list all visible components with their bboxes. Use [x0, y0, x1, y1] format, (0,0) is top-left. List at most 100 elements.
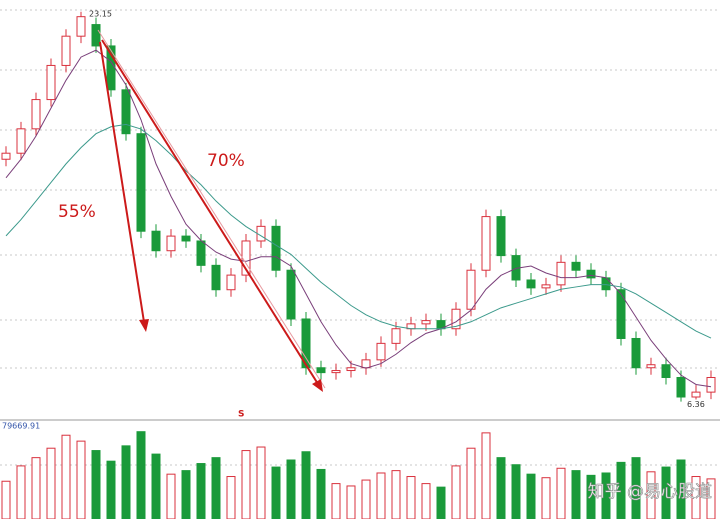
- candle-body: [496, 216, 506, 257]
- volume-bar: [76, 440, 86, 519]
- candle-body: [556, 261, 566, 286]
- candle-body: [286, 269, 296, 320]
- candle-body: [136, 133, 146, 232]
- moving-average: [5, 123, 712, 339]
- candle-body: [391, 328, 401, 344]
- volume-bar: [391, 470, 401, 519]
- candle-body: [676, 376, 686, 398]
- annotation: 70%: [207, 151, 245, 171]
- volume-bar: [571, 470, 581, 519]
- candle-body: [181, 235, 191, 242]
- candle-body: [661, 364, 671, 378]
- volume-bar: [451, 465, 461, 519]
- volume-bar: [286, 459, 296, 519]
- candle-body: [646, 364, 656, 369]
- arrows: [97, 29, 326, 392]
- volume-bar: [691, 476, 701, 519]
- volume-bar: [481, 432, 491, 519]
- volume-bar: [166, 473, 176, 519]
- trend-line: [97, 29, 326, 389]
- volume-bar: [211, 457, 221, 519]
- volume-bar: [406, 476, 416, 519]
- candle-body: [316, 367, 326, 374]
- arrow: [101, 39, 319, 385]
- moving-average: [5, 49, 712, 388]
- candle-body: [376, 342, 386, 361]
- volume-bar: [511, 464, 521, 519]
- volume-bar: [706, 478, 716, 519]
- candle-body: [226, 274, 236, 291]
- candle-body: [211, 264, 221, 291]
- candle-body: [1, 152, 11, 160]
- volume-bar: [361, 479, 371, 519]
- candle-body: [46, 64, 56, 101]
- volume-bar: [46, 447, 56, 519]
- candle-body: [91, 24, 101, 47]
- candle-body: [571, 261, 581, 271]
- volume-bar: [301, 451, 311, 519]
- volume-bar: [421, 483, 431, 519]
- annotation: 55%: [58, 202, 96, 222]
- candle-body: [466, 269, 476, 310]
- candle-body: [241, 240, 251, 276]
- volume-tick-label: 79669.91: [2, 422, 40, 431]
- candle-body: [526, 279, 536, 289]
- volume-bar: [631, 457, 641, 519]
- volume-bar: [151, 453, 161, 519]
- volume-bar: [256, 446, 266, 519]
- volume-bar: [106, 460, 116, 519]
- arrow: [99, 41, 145, 323]
- volume-bar: [241, 450, 251, 519]
- volume-bar: [1, 480, 11, 519]
- volume-bar: [601, 472, 611, 519]
- candle-body: [541, 284, 551, 289]
- volume-bar: [331, 483, 341, 519]
- arrow-head: [139, 319, 149, 332]
- min-label: 6.36: [687, 400, 705, 409]
- volume-bar: [61, 434, 71, 519]
- candle-body: [61, 35, 71, 66]
- volume-bar: [196, 463, 206, 519]
- candle-body: [706, 376, 716, 393]
- volume-bar: [586, 474, 596, 519]
- candle-body: [631, 337, 641, 369]
- volume-bar: [136, 431, 146, 519]
- volume-bar: [31, 457, 41, 519]
- candle-body: [331, 370, 341, 374]
- plot: 79669.91 23.15 6.36: [1, 9, 716, 519]
- volume-bar: [466, 447, 476, 519]
- signal-marker: S: [238, 410, 244, 420]
- max-label: 23.15: [89, 9, 112, 18]
- candle-body: [691, 391, 701, 398]
- candle-body: [481, 216, 491, 271]
- candle-body: [616, 289, 626, 339]
- candle-body: [601, 277, 611, 291]
- candle-body: [166, 235, 176, 252]
- candle-body: [151, 230, 161, 252]
- candle-body: [16, 128, 26, 154]
- watermark: 知乎 @易心股道: [588, 482, 712, 502]
- candle-body: [76, 16, 86, 37]
- volume-bar: [541, 477, 551, 519]
- volume-bar: [316, 468, 326, 519]
- candle-body: [361, 359, 371, 369]
- volume-bar: [226, 476, 236, 519]
- volume-bar: [91, 450, 101, 519]
- volume-bar: [526, 473, 536, 519]
- volume-bar: [181, 470, 191, 519]
- candle-body: [421, 320, 431, 325]
- volume-bar: [16, 465, 26, 519]
- volume-bar: [496, 457, 506, 519]
- volume-bar: [646, 471, 656, 519]
- candle-body: [271, 225, 281, 271]
- volume-bar: [376, 472, 386, 519]
- volume-bar: [676, 459, 686, 519]
- arrow-head: [312, 379, 323, 392]
- volume-bar: [436, 486, 446, 519]
- candle-body: [31, 99, 41, 130]
- candle-body: [301, 318, 311, 369]
- candle-body: [121, 89, 131, 135]
- volume-bar: [556, 467, 566, 519]
